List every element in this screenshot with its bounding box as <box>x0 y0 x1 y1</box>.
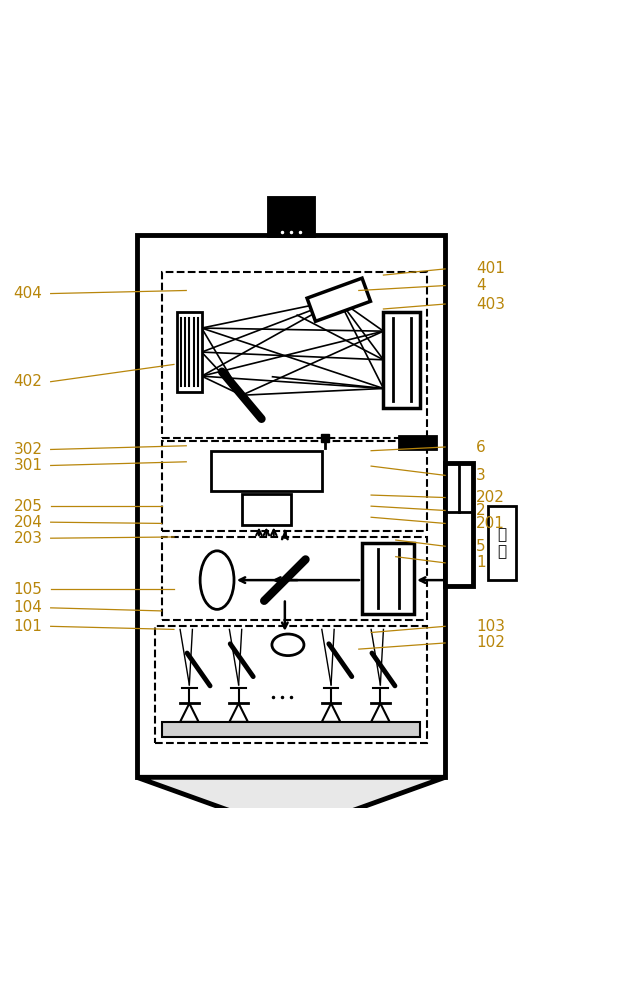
Bar <box>399 436 436 449</box>
Polygon shape <box>322 703 340 722</box>
Bar <box>162 722 420 737</box>
Bar <box>162 272 426 438</box>
Polygon shape <box>137 777 445 833</box>
Text: 401: 401 <box>476 261 504 276</box>
Polygon shape <box>230 703 248 722</box>
Text: 203: 203 <box>14 531 43 546</box>
Text: 404: 404 <box>14 286 43 301</box>
Bar <box>488 506 516 580</box>
Text: 302: 302 <box>14 442 43 457</box>
Text: 1: 1 <box>476 555 485 570</box>
Text: 3: 3 <box>476 468 486 483</box>
Polygon shape <box>371 703 389 722</box>
Bar <box>269 198 313 235</box>
Ellipse shape <box>200 551 234 609</box>
Bar <box>162 441 426 531</box>
Text: 103: 103 <box>476 619 505 634</box>
Text: 403: 403 <box>476 297 505 312</box>
Ellipse shape <box>272 634 304 656</box>
Text: 205: 205 <box>14 499 43 514</box>
Polygon shape <box>307 278 371 321</box>
Text: 土
壤: 土 壤 <box>498 527 506 559</box>
Bar <box>383 312 420 408</box>
Text: 301: 301 <box>14 458 43 473</box>
Bar <box>155 626 426 743</box>
Bar <box>162 537 426 620</box>
Text: 101: 101 <box>14 619 43 634</box>
Text: 202: 202 <box>476 490 504 505</box>
Bar <box>137 235 445 777</box>
Text: 2: 2 <box>476 503 485 518</box>
Polygon shape <box>180 703 199 722</box>
Text: 4: 4 <box>476 278 485 293</box>
Bar <box>362 543 414 614</box>
Bar <box>241 494 291 525</box>
Text: 201: 201 <box>476 516 504 531</box>
Text: 204: 204 <box>14 515 43 530</box>
Bar <box>211 451 322 491</box>
Text: 104: 104 <box>14 600 43 615</box>
Text: 105: 105 <box>14 582 43 597</box>
Bar <box>445 463 473 586</box>
Text: 5: 5 <box>476 539 485 554</box>
Text: 102: 102 <box>476 635 504 650</box>
Bar <box>177 312 202 392</box>
Text: 402: 402 <box>14 374 43 389</box>
Text: 6: 6 <box>476 440 486 455</box>
